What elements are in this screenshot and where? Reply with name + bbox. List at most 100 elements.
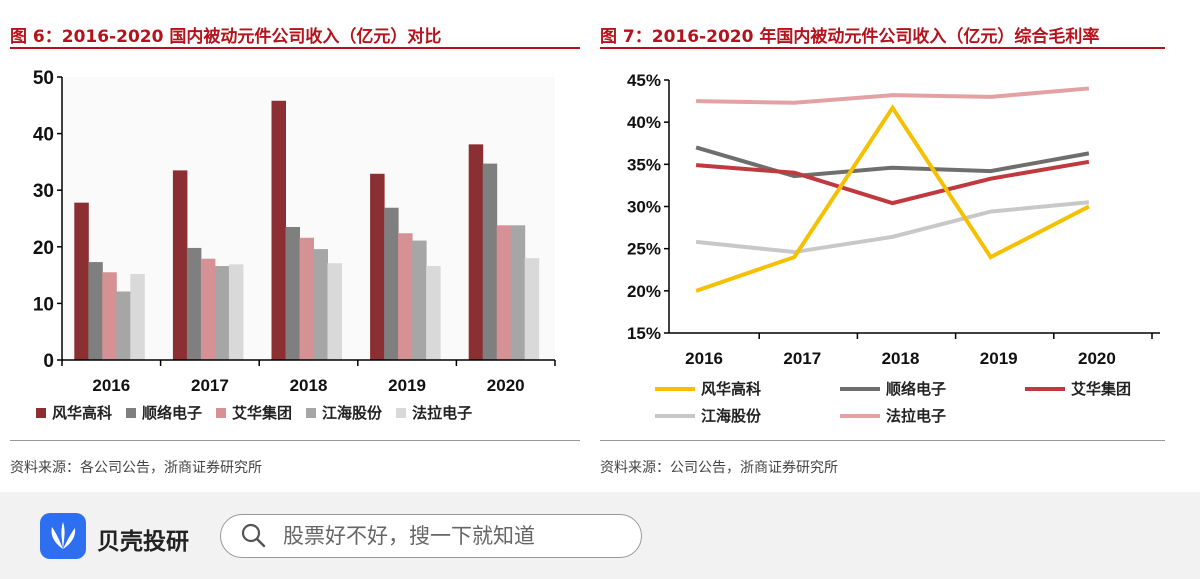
legend-item: 江海股份 bbox=[655, 405, 840, 426]
legend-swatch bbox=[126, 407, 137, 418]
legend-swatch bbox=[216, 407, 227, 418]
y-tick-label: 35% bbox=[627, 155, 661, 174]
legend-label: 艾华集团 bbox=[232, 404, 293, 422]
beike-logo-icon[interactable] bbox=[40, 513, 86, 559]
legend-item: 法拉电子 bbox=[840, 405, 1025, 426]
left-divider bbox=[10, 440, 580, 441]
x-tick-label: 2016 bbox=[685, 349, 723, 368]
legend-item: 顺络电子 bbox=[126, 402, 202, 423]
bar-艾华集团-2017 bbox=[200, 258, 216, 360]
y-tick-label: 20 bbox=[33, 238, 54, 259]
bar-法拉电子-2019 bbox=[426, 266, 441, 360]
right-divider bbox=[600, 440, 1165, 441]
legend-label: 法拉电子 bbox=[886, 407, 947, 425]
legend-item: 艾华集团 bbox=[216, 402, 292, 423]
legend-item: 风华高科 bbox=[36, 402, 112, 423]
bar-风华高科-2020 bbox=[468, 144, 484, 360]
line-legend: 风华高科 顺络电子 艾华集团江海股份 法拉电子 bbox=[655, 378, 1155, 426]
legend-swatch bbox=[840, 386, 880, 391]
legend-swatch bbox=[36, 407, 46, 418]
bar-顺络电子-2016 bbox=[88, 262, 103, 360]
legend-item: 顺络电子 bbox=[840, 378, 1025, 399]
brand-name: 贝壳投研 bbox=[97, 529, 189, 555]
bar-江海股份-2020 bbox=[510, 225, 526, 360]
footer-bar: 贝壳投研 bbox=[0, 492, 1200, 579]
legend-swatch bbox=[1025, 386, 1065, 391]
legend-swatch bbox=[306, 407, 317, 418]
left-chart-title: 图 6：2016-2020 国内被动元件公司收入（亿元）对比 bbox=[10, 27, 442, 47]
legend-label: 风华高科 bbox=[52, 404, 113, 422]
bar-法拉电子-2017 bbox=[228, 264, 244, 360]
search-input[interactable] bbox=[281, 523, 625, 549]
bar-风华高科-2019 bbox=[370, 173, 385, 360]
bar-江海股份-2016 bbox=[116, 291, 131, 360]
legend-label: 风华高科 bbox=[701, 380, 762, 398]
y-tick-label: 25% bbox=[627, 240, 661, 259]
x-tick-label: 2019 bbox=[388, 376, 426, 395]
x-tick-label: 2020 bbox=[1078, 349, 1116, 368]
x-tick-label: 2018 bbox=[290, 376, 328, 395]
legend-swatch bbox=[655, 386, 695, 391]
bar-法拉电子-2020 bbox=[524, 258, 540, 360]
right-title-rule bbox=[600, 47, 1165, 49]
right-chart-title: 图 7：2016-2020 年国内被动元件公司收入（亿元）综合毛利率 bbox=[600, 27, 1100, 47]
x-tick-label: 2016 bbox=[92, 376, 130, 395]
y-tick-label: 15% bbox=[627, 324, 661, 343]
line-艾华集团 bbox=[695, 159, 1090, 206]
legend-label: 艾华集团 bbox=[1071, 380, 1132, 398]
bar-顺络电子-2017 bbox=[186, 247, 202, 360]
bar-艾华集团-2016 bbox=[102, 272, 117, 360]
y-tick-label: 40 bbox=[33, 125, 54, 146]
bar-艾华集团-2019 bbox=[398, 233, 413, 360]
bar-风华高科-2016 bbox=[74, 202, 89, 360]
y-tick-label: 30% bbox=[627, 198, 661, 217]
left-source: 资料来源：各公司公告，浙商证券研究所 bbox=[10, 460, 262, 476]
bar-风华高科-2018 bbox=[271, 100, 286, 360]
y-tick-label: 30 bbox=[33, 181, 54, 202]
bar-顺络电子-2020 bbox=[482, 163, 498, 360]
line-顺络电子 bbox=[695, 145, 1090, 179]
legend-label: 江海股份 bbox=[322, 404, 383, 422]
bar-legend: 风华高科 顺络电子 艾华集团 江海股份 法拉电子 bbox=[36, 402, 576, 423]
y-tick-label: 20% bbox=[627, 282, 661, 301]
bar-法拉电子-2018 bbox=[327, 263, 342, 360]
y-tick-label: 40% bbox=[627, 113, 661, 132]
left-title-rule bbox=[10, 47, 580, 49]
right-source: 资料来源：公司公告，浙商证券研究所 bbox=[600, 460, 838, 476]
legend-item: 江海股份 bbox=[306, 402, 382, 423]
x-tick-label: 2020 bbox=[487, 376, 525, 395]
legend-item: 风华高科 bbox=[655, 378, 840, 399]
legend-item: 艾华集团 bbox=[1025, 378, 1145, 399]
charts-canvas: 2016 2017 2018 2019 2020 0 10 20 30 40 50 15% 20% 25%… bbox=[33, 68, 1160, 395]
bar-艾华集团-2018 bbox=[299, 237, 314, 360]
bar-风华高科-2017 bbox=[172, 170, 188, 360]
line-风华高科 bbox=[695, 104, 1090, 293]
x-tick-label: 2017 bbox=[783, 349, 821, 368]
x-tick-label: 2017 bbox=[191, 376, 229, 395]
line-江海股份 bbox=[695, 200, 1090, 255]
legend-swatch bbox=[655, 413, 695, 418]
legend-label: 江海股份 bbox=[701, 407, 762, 425]
bar-江海股份-2019 bbox=[412, 240, 427, 360]
legend-label: 法拉电子 bbox=[412, 404, 473, 422]
search-box[interactable] bbox=[220, 514, 642, 558]
legend-label: 顺络电子 bbox=[886, 380, 947, 398]
y-tick-label: 45% bbox=[627, 71, 661, 90]
legend-swatch bbox=[396, 407, 407, 418]
line-法拉电子 bbox=[696, 86, 1090, 105]
bar-艾华集团-2020 bbox=[496, 225, 512, 360]
y-tick-label: 0 bbox=[43, 351, 54, 372]
x-tick-label: 2018 bbox=[882, 349, 920, 368]
x-tick-label: 2019 bbox=[980, 349, 1018, 368]
legend-item: 法拉电子 bbox=[396, 402, 472, 423]
y-tick-label: 10 bbox=[33, 294, 54, 315]
bar-江海股份-2017 bbox=[214, 266, 230, 360]
bar-顺络电子-2019 bbox=[384, 207, 399, 360]
bar-江海股份-2018 bbox=[313, 249, 328, 360]
legend-label: 顺络电子 bbox=[142, 404, 203, 422]
legend-swatch bbox=[840, 413, 880, 418]
y-tick-label: 50 bbox=[33, 68, 54, 89]
bar-法拉电子-2016 bbox=[130, 273, 145, 360]
search-icon bbox=[241, 523, 266, 548]
bar-顺络电子-2018 bbox=[285, 226, 300, 360]
